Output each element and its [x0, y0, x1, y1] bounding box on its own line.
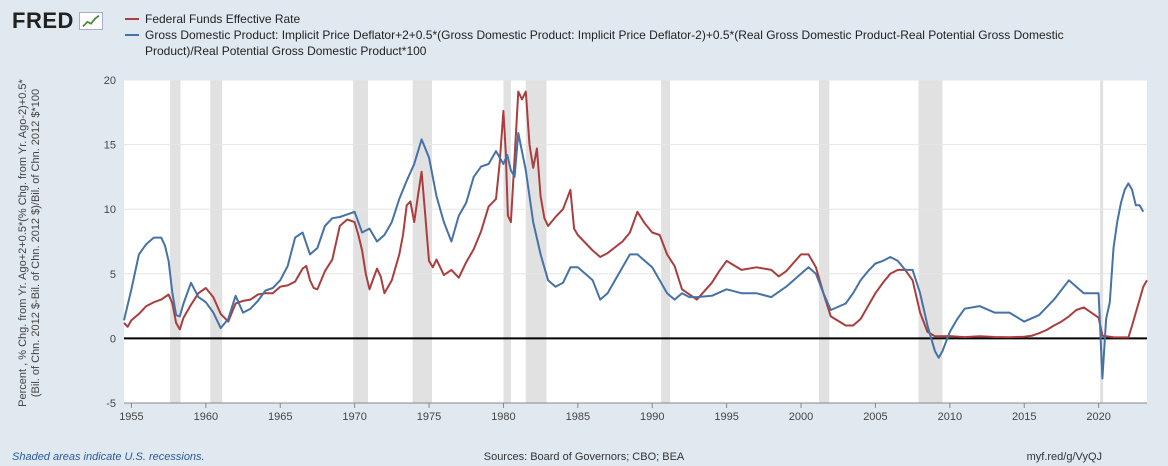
- x-tick-label: 1995: [714, 411, 738, 423]
- x-tick-label: 1955: [119, 411, 143, 423]
- recession-band: [1100, 80, 1104, 403]
- x-tick-label: 2005: [863, 411, 887, 423]
- legend-label-gdp-formula: Gross Domestic Product: Implicit Price D…: [145, 28, 1064, 58]
- y-tick-label: 0: [110, 333, 116, 345]
- recession-band: [661, 80, 671, 403]
- legend-item-fed-funds: Federal Funds Effective Rate: [125, 11, 1125, 27]
- recession-note: Shaded areas indicate U.S. recessions.: [12, 451, 205, 463]
- series-line-gdp-formula[interactable]: [123, 132, 1145, 380]
- x-tick-label: 1990: [640, 411, 664, 423]
- y-tick-label: -5: [106, 398, 116, 410]
- sources-text: Sources: Board of Governors; CBO; BEA: [483, 451, 685, 463]
- x-tick-label: 1970: [342, 411, 366, 423]
- recession-band: [170, 80, 181, 403]
- y-tick-label: 10: [104, 204, 116, 216]
- y-tick-label: 5: [110, 269, 116, 281]
- y-tick-label: 20: [104, 75, 116, 87]
- fred-logo[interactable]: FRED: [12, 8, 103, 34]
- recession-band: [918, 80, 943, 403]
- recession-band: [818, 80, 830, 403]
- x-tick-label: 1960: [194, 411, 218, 423]
- x-tick-label: 1975: [417, 411, 441, 423]
- recession-band: [503, 80, 511, 403]
- plot-area: [124, 80, 1147, 403]
- x-tick-label: 1980: [491, 411, 515, 423]
- x-tick-label: 1985: [566, 411, 590, 423]
- short-link[interactable]: myf.red/g/VyQJ: [1026, 451, 1102, 463]
- fred-chart-icon: [78, 12, 103, 30]
- x-tick-label: 2020: [1086, 411, 1110, 423]
- y-tick-label: 15: [104, 140, 116, 152]
- x-tick-label: 2000: [789, 411, 813, 423]
- recession-band: [210, 80, 223, 403]
- legend-swatch-gdp-formula: [125, 34, 139, 36]
- x-tick-label: 1965: [268, 411, 292, 423]
- legend-label-fed-funds: Federal Funds Effective Rate: [145, 12, 301, 26]
- chart-legend: Federal Funds Effective Rate Gross Domes…: [125, 11, 1125, 59]
- legend-swatch-fed-funds: [125, 18, 139, 20]
- recession-band: [412, 80, 433, 403]
- fred-logo-text: FRED: [12, 8, 74, 33]
- x-tick-label: 2010: [938, 411, 962, 423]
- legend-item-gdp-formula: Gross Domestic Product: Implicit Price D…: [125, 27, 1125, 59]
- recession-band: [525, 80, 547, 403]
- series-line-fed-funds[interactable]: [123, 90, 1148, 339]
- x-tick-label: 2015: [1012, 411, 1036, 423]
